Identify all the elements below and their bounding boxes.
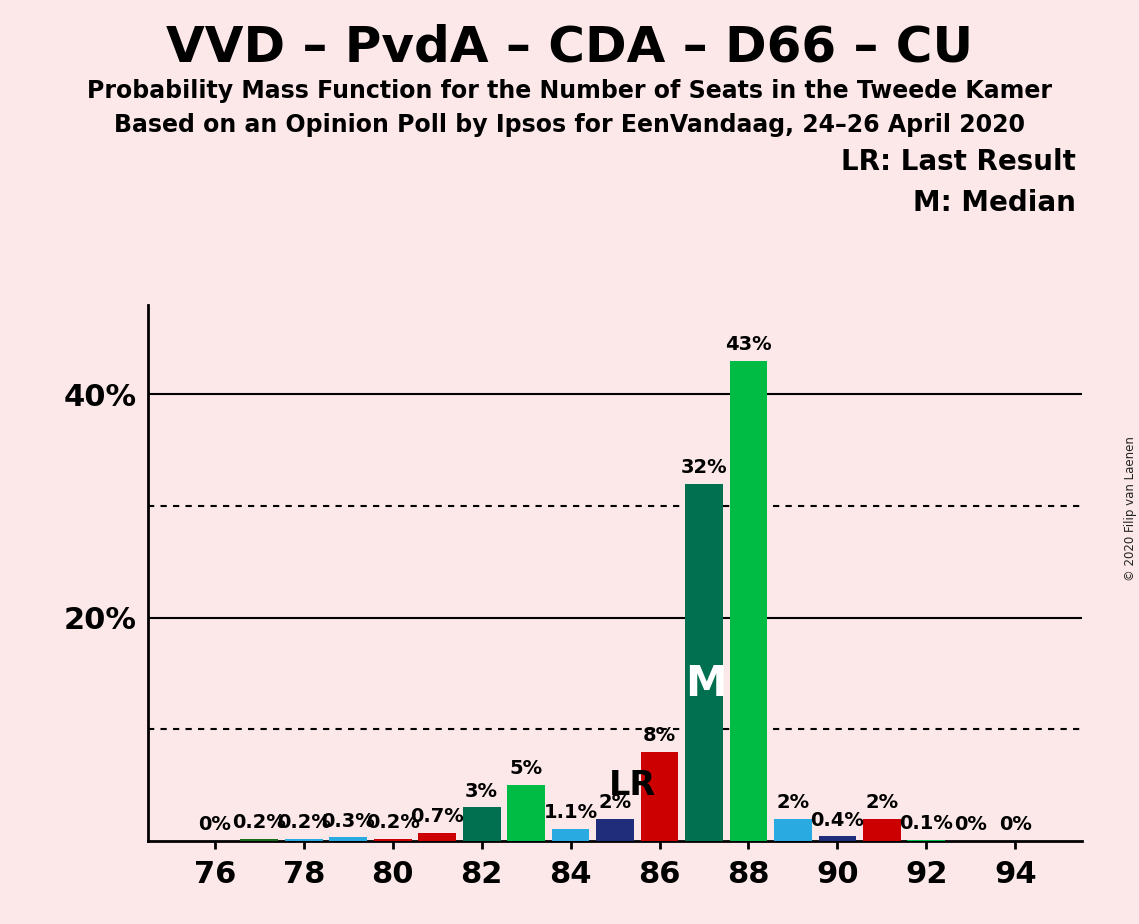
Text: 2%: 2% bbox=[598, 793, 632, 812]
Text: 0.2%: 0.2% bbox=[232, 813, 286, 832]
Text: 0.2%: 0.2% bbox=[366, 813, 419, 832]
Bar bbox=[374, 839, 411, 841]
Text: VVD – PvdA – CDA – D66 – CU: VVD – PvdA – CDA – D66 – CU bbox=[166, 23, 973, 71]
Text: 43%: 43% bbox=[726, 335, 772, 354]
Text: LR: Last Result: LR: Last Result bbox=[842, 148, 1076, 176]
Text: 0%: 0% bbox=[999, 815, 1032, 834]
Text: M: M bbox=[686, 663, 727, 705]
Text: 0%: 0% bbox=[954, 815, 988, 834]
Bar bbox=[240, 839, 278, 841]
Bar bbox=[462, 808, 500, 841]
Bar bbox=[908, 840, 945, 841]
Text: 1.1%: 1.1% bbox=[543, 803, 598, 821]
Text: LR: LR bbox=[608, 769, 656, 802]
Bar bbox=[730, 360, 768, 841]
Text: 2%: 2% bbox=[866, 793, 899, 812]
Text: 0.3%: 0.3% bbox=[321, 812, 375, 831]
Bar bbox=[329, 837, 367, 841]
Bar bbox=[507, 785, 544, 841]
Bar bbox=[285, 839, 322, 841]
Bar bbox=[596, 819, 634, 841]
Bar bbox=[551, 829, 590, 841]
Text: 0%: 0% bbox=[198, 815, 231, 834]
Text: 8%: 8% bbox=[644, 726, 677, 745]
Text: 5%: 5% bbox=[509, 760, 542, 778]
Bar bbox=[640, 751, 679, 841]
Text: © 2020 Filip van Laenen: © 2020 Filip van Laenen bbox=[1124, 436, 1137, 580]
Bar bbox=[863, 819, 901, 841]
Bar bbox=[418, 833, 456, 841]
Bar bbox=[775, 819, 812, 841]
Text: 0.2%: 0.2% bbox=[277, 813, 330, 832]
Text: M: Median: M: Median bbox=[913, 189, 1076, 217]
Text: 3%: 3% bbox=[465, 782, 498, 800]
Bar bbox=[819, 836, 857, 841]
Text: 0.7%: 0.7% bbox=[410, 808, 464, 826]
Bar bbox=[685, 483, 723, 841]
Text: 0.1%: 0.1% bbox=[900, 814, 953, 833]
Text: 2%: 2% bbox=[777, 793, 810, 812]
Text: Probability Mass Function for the Number of Seats in the Tweede Kamer: Probability Mass Function for the Number… bbox=[87, 79, 1052, 103]
Text: 0.4%: 0.4% bbox=[811, 810, 865, 830]
Text: 32%: 32% bbox=[681, 458, 728, 477]
Text: Based on an Opinion Poll by Ipsos for EenVandaag, 24–26 April 2020: Based on an Opinion Poll by Ipsos for Ee… bbox=[114, 113, 1025, 137]
